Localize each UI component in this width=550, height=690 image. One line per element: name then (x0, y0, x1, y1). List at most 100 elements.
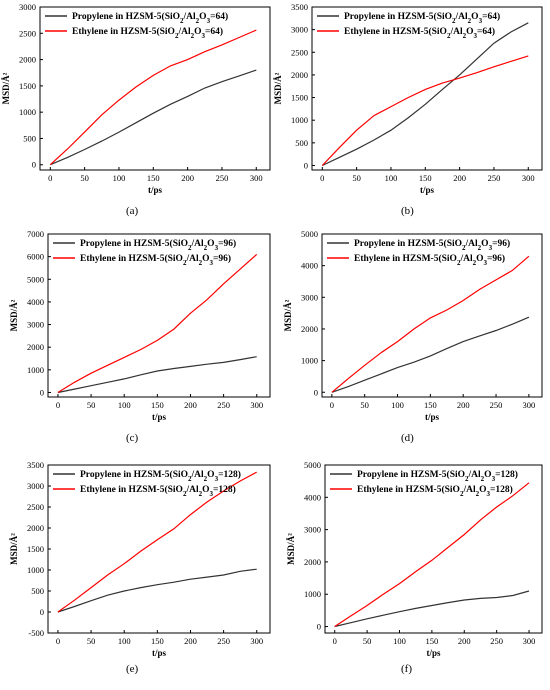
x-tick-label: 0 (330, 400, 334, 410)
series-line-ethylene (334, 482, 530, 628)
x-tick-label: 150 (426, 636, 439, 646)
y-tick-label: 3000 (19, 2, 36, 12)
x-tick-label: 100 (393, 636, 406, 646)
y-tick-label: 1000 (291, 115, 308, 125)
x-tick-label: 50 (360, 400, 369, 410)
panel-label-c: (c) (126, 432, 139, 444)
legend-label: Propylene in HZSM-5(SiO2/Al2O3=128) (80, 469, 241, 483)
y-tick-label: 2500 (291, 47, 308, 57)
series-line-ethylene (57, 471, 257, 613)
x-tick-label: 300 (523, 636, 536, 646)
y-axis-label: MSD/Å² (9, 533, 19, 565)
x-axis-label: t/ps (148, 185, 163, 195)
x-tick-label: 100 (118, 636, 131, 646)
y-tick-label: 1000 (19, 107, 36, 117)
panel-label-d: (d) (401, 432, 414, 444)
y-tick-label: 5000 (27, 274, 44, 284)
legend-label: Propylene in HZSM-5(SiO2/Al2O3=96) (354, 238, 510, 252)
y-tick-label: 4000 (27, 297, 44, 307)
panel-label-e: (e) (126, 663, 139, 675)
series-line-ethylene (57, 253, 258, 394)
y-tick-label: 2000 (301, 324, 318, 334)
x-tick-label: 200 (457, 400, 470, 410)
x-tick-label: 50 (352, 173, 361, 183)
y-tick-label: 1000 (27, 365, 44, 375)
series-line-propylene (334, 590, 530, 628)
plot-frame (324, 464, 543, 634)
y-tick-label: 2000 (304, 557, 321, 567)
x-tick-label: 150 (419, 173, 432, 183)
y-tick-label: 3000 (301, 292, 318, 302)
y-tick-label: 500 (23, 133, 36, 143)
x-tick-label: 200 (184, 636, 197, 646)
y-tick-label: 1000 (304, 589, 321, 599)
x-tick-label: 0 (333, 636, 337, 646)
x-axis-label: t/ps (152, 648, 167, 658)
chart-2: 0 50 100 150 200 250 3000500100015002000250030… (273, 2, 543, 195)
x-tick-label: 100 (385, 173, 398, 183)
y-tick-label: 0 (304, 160, 308, 170)
y-tick-label: 4000 (304, 492, 321, 502)
y-tick-label: 0 (32, 160, 36, 170)
plot-frame (39, 6, 271, 171)
legend-label: Ethylene in HZSM-5(SiO2/Al2O3=128) (80, 484, 236, 498)
y-tick-label: 0 (40, 607, 44, 617)
chart-1: 0 50 100 150 200 250 3000500100015002000250030… (1, 2, 271, 195)
y-tick-label: 0 (40, 387, 44, 397)
legend-label: Propylene in HZSM-5(SiO2/Al2O3=64) (72, 11, 228, 25)
x-tick-label: 200 (458, 636, 471, 646)
x-tick-label: 300 (250, 400, 263, 410)
x-tick-label: 300 (522, 173, 535, 183)
x-tick-label: 150 (151, 400, 164, 410)
x-axis-label: t/ps (152, 412, 167, 422)
y-axis-label: MSD/Å² (9, 299, 19, 331)
legend-label: Ethylene in HZSM-5(SiO2/Al2O3=64) (72, 26, 223, 40)
panel-label-a: (a) (126, 205, 139, 217)
x-tick-label: 300 (250, 173, 263, 183)
legend-label: Propylene in HZSM-5(SiO2/Al2O3=64) (344, 11, 500, 25)
plot-frame (311, 6, 543, 171)
chart-4: 0 50 100 150 200 250 300010002000300040005000t… (283, 229, 543, 422)
x-tick-label: 250 (217, 636, 230, 646)
chart-5: 0 50 100 150 200 250 300 -500 0 500 1000 1500 2000 25… (9, 460, 271, 658)
x-axis-label: t/ps (425, 412, 440, 422)
chart-3: 0 50 100 150 200 250 3000100020003000400050006… (9, 229, 271, 422)
series-line-propylene (322, 22, 529, 167)
y-tick-label: -500 (28, 628, 44, 638)
series-line-ethylene (321, 55, 529, 166)
y-tick-label: 3500 (291, 2, 308, 12)
x-tick-label: 300 (250, 636, 263, 646)
legend-label: Ethylene in HZSM-5(SiO2/Al2O3=96) (80, 253, 231, 267)
x-tick-label: 200 (181, 173, 194, 183)
legend-label: Ethylene in HZSM-5(SiO2/Al2O3=128) (357, 484, 513, 498)
series-line-propylene (50, 69, 257, 166)
y-tick-label: 5000 (301, 229, 318, 239)
y-tick-label: 1000 (301, 356, 318, 366)
panel-label-b: (b) (401, 205, 414, 217)
y-tick-label: 500 (31, 586, 44, 596)
x-tick-label: 100 (113, 173, 126, 183)
y-axis-label: MSD/Å² (286, 533, 296, 565)
y-tick-label: 1500 (19, 81, 36, 91)
x-tick-label: 0 (48, 173, 52, 183)
y-tick-label: 4000 (301, 261, 318, 271)
x-tick-label: 250 (490, 400, 503, 410)
series-line-propylene (331, 316, 530, 393)
panel-label-f: (f) (401, 663, 412, 675)
y-tick-label: 1500 (291, 93, 308, 103)
plot-frame (321, 233, 543, 398)
x-tick-label: 100 (118, 400, 131, 410)
x-tick-label: 0 (56, 400, 60, 410)
plot-frame (47, 233, 271, 398)
legend-label: Propylene in HZSM-5(SiO2/Al2O3=128) (357, 469, 518, 483)
y-tick-label: 1000 (27, 565, 44, 575)
x-tick-label: 150 (424, 400, 437, 410)
y-tick-label: 2500 (27, 502, 44, 512)
x-tick-label: 250 (217, 400, 230, 410)
x-axis-label: t/ps (420, 185, 435, 195)
x-tick-label: 50 (87, 636, 96, 646)
legend-label: Ethylene in HZSM-5(SiO2/Al2O3=64) (344, 26, 495, 40)
series-line-ethylene (49, 29, 257, 166)
x-tick-label: 200 (453, 173, 466, 183)
